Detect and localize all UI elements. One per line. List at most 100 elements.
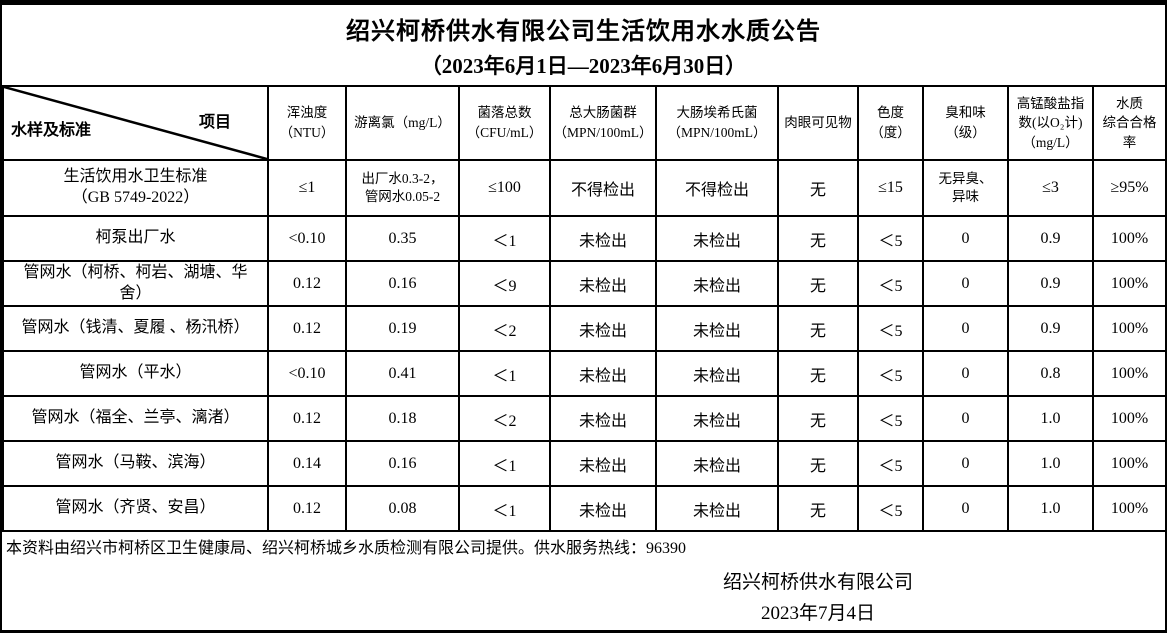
value-cell: ≤100 [458,159,551,217]
value-cell: 1.0 [1007,440,1094,487]
value-cell: 0.12 [267,260,347,307]
value-cell: 100% [1092,260,1165,307]
company-name: 绍兴柯桥供水有限公司 [722,572,913,593]
table-row: 管网水（柯桥、柯岩、湖塘、华舍） 0.12 0.16 ＜9 未检出 未检出无＜5 0 0.9 1… [2,260,1165,307]
value-cell: ＜5 [857,485,924,532]
value-cell: 出厂水0.3-2， 管网水0.05-2 [345,159,460,217]
water-quality-table: 项目 水样及标准 浑浊度 （NTU） 游离氯（mg/L） 菌落总数 （CFU/mL）… [2,85,1165,532]
value-cell: 无 [777,485,859,532]
value-cell: 100% [1092,395,1165,442]
value-cell: 未检出 [549,260,657,307]
value-cell: 0.19 [345,305,460,352]
value-cell: 0.08 [345,485,460,532]
value-cell: 100% [1092,485,1165,532]
value-cell: ≤15 [857,159,924,217]
row-label: 管网水（平水） [2,350,269,397]
value-cell: 未检出 [655,260,779,307]
column-header: 臭和味 （级） [922,85,1009,161]
column-header: 菌落总数 （CFU/mL） [458,85,551,161]
value-cell: 0.9 [1007,260,1094,307]
value-cell: 0.16 [345,440,460,487]
value-cell: 100% [1092,440,1165,487]
value-cell: 0 [922,440,1009,487]
row-label: 管网水（柯桥、柯岩、湖塘、华舍） [2,260,269,307]
value-cell: 0 [922,305,1009,352]
column-header: 色度 （度） [857,85,924,161]
value-cell: ＜5 [857,260,924,307]
column-header: 浑浊度 （NTU） [267,85,347,161]
value-cell: 1.0 [1007,395,1094,442]
table-row: 管网水（福全、兰亭、漓渚） 0.12 0.18 ＜2 未检出 未检出无＜5 0 1.0 100% [2,395,1165,442]
column-header: 游离氯（mg/L） [345,85,460,161]
value-cell: 0.9 [1007,305,1094,352]
value-cell: 0.12 [267,395,347,442]
diagonal-divider-line [5,88,266,158]
value-cell: 未检出 [549,215,657,262]
value-cell: 0 [922,260,1009,307]
value-cell: 未检出 [655,485,779,532]
value-cell: ＜5 [857,305,924,352]
corner-header-cell: 项目 水样及标准 [2,85,269,161]
table-body: 生活饮用水卫生标准 （GB 5749-2022） ≤1 出厂水0.3-2， 管网水0… [2,159,1165,532]
value-cell: 未检出 [655,215,779,262]
value-cell: 无 [777,215,859,262]
value-cell: 0.18 [345,395,460,442]
value-cell: ≤1 [267,159,347,217]
value-cell: ＜5 [857,350,924,397]
column-header: 水质 综合合格率 [1092,85,1165,161]
value-cell: ＜9 [458,260,551,307]
value-cell: 无 [777,440,859,487]
value-cell: 无 [777,350,859,397]
value-cell: ≥95% [1092,159,1165,217]
report-date: 2023年7月4日 [760,603,875,624]
value-cell: 100% [1092,350,1165,397]
row-label: 生活饮用水卫生标准 （GB 5749-2022） [2,159,269,217]
value-cell: 0.9 [1007,215,1094,262]
value-cell: 100% [1092,215,1165,262]
column-header: 总大肠菌群 （MPN/100mL） [549,85,657,161]
corner-label-sample-standard: 水样及标准 [11,122,92,139]
page-title: 绍兴柯桥供水有限公司生活饮用水水质公告 [346,19,821,45]
row-label: 管网水（齐贤、安昌） [2,485,269,532]
value-cell: 不得检出 [549,159,657,217]
value-cell: 未检出 [549,350,657,397]
footer-signature: 绍兴柯桥供水有限公司 2023年7月4日 [471,564,1165,630]
value-cell: ＜5 [857,395,924,442]
row-label: 柯泵出厂水 [2,215,269,262]
value-cell: 0 [922,350,1009,397]
value-cell: 无 [777,260,859,307]
value-cell: 100% [1092,305,1165,352]
value-cell: 0 [922,395,1009,442]
value-cell: 未检出 [549,305,657,352]
value-cell: 未检出 [549,440,657,487]
value-cell: 0 [922,215,1009,262]
row-label: 管网水（福全、兰亭、漓渚） [2,395,269,442]
value-cell: 未检出 [549,485,657,532]
value-cell: 未检出 [655,305,779,352]
value-cell: 0.16 [345,260,460,307]
footer-note: 本资料由绍兴市柯桥区卫生健康局、绍兴柯桥城乡水质检测有限公司提供。供水服务热线：… [6,540,687,557]
value-cell: 0 [922,485,1009,532]
value-cell: 无 [777,159,859,217]
value-cell: ＜1 [458,215,551,262]
value-cell: 0.8 [1007,350,1094,397]
value-cell: 不得检出 [655,159,779,217]
column-header: 高锰酸盐指数(以O₂计) （mg/L） [1007,85,1094,161]
corner-label-item: 项目 [198,114,231,131]
header-row: 项目 水样及标准 浑浊度 （NTU） 游离氯（mg/L） 菌落总数 （CFU/mL）… [2,85,1165,161]
value-cell: 0.12 [267,305,347,352]
value-cell: ＜1 [458,350,551,397]
value-cell: 0.35 [345,215,460,262]
table-row: 管网水（齐贤、安昌） 0.12 0.08 ＜1 未检出 未检出无＜5 0 1.0 100% [2,485,1165,532]
row-label: 管网水（钱清、夏履 、杨汛桥） [2,305,269,352]
value-cell: 未检出 [549,395,657,442]
value-cell: ＜5 [857,215,924,262]
value-cell: 无 [777,395,859,442]
table-row: 生活饮用水卫生标准 （GB 5749-2022） ≤1 出厂水0.3-2， 管网水0… [2,159,1165,217]
value-cell: 0.14 [267,440,347,487]
table-row: 柯泵出厂水 <0.10 0.35 ＜1 未检出 未检出无＜5 0 0.9 100% [2,215,1165,262]
value-cell: ＜1 [458,485,551,532]
value-cell: 无 [777,305,859,352]
table-row: 管网水（平水） <0.10 0.41 ＜1 未检出 未检出无＜5 0 0.8 100% [2,350,1165,397]
